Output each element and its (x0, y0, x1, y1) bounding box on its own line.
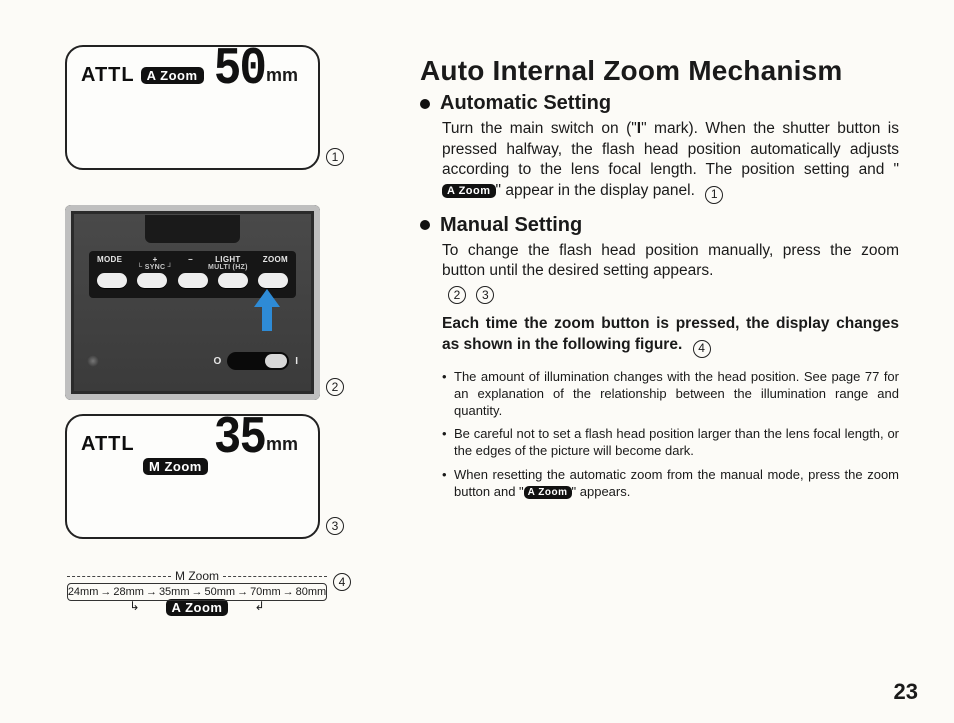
focal-length-value: 50 (214, 39, 265, 99)
arrow-up-icon (252, 287, 282, 333)
figure-ref-1: 1 (326, 148, 344, 166)
m-zoom-badge: M Zoom (143, 458, 208, 475)
plus-label: + (153, 255, 158, 264)
figure-1: ATTL A Zoom 50 mm 1 (55, 45, 390, 170)
mode-label: MODE (97, 255, 122, 271)
page-title: Auto Internal Zoom Mechanism (420, 55, 899, 86)
attl-label: ATTL (81, 64, 135, 87)
notes-list: The amount of illumination changes with … (442, 368, 899, 500)
zd-step: 24mm (68, 586, 99, 598)
display-slot (145, 215, 240, 243)
switch-on-label: I (295, 356, 298, 367)
zoom-sequence-diagram: M Zoom 24mm→ 28mm→ 35mm→ 50mm→ 70mm→ 80m… (67, 565, 327, 616)
ref-4-inline: 4 (693, 340, 711, 358)
bullet-icon (420, 99, 430, 109)
minus-label: − (188, 255, 193, 271)
figure-4: M Zoom 24mm→ 28mm→ 35mm→ 50mm→ 70mm→ 80m… (55, 547, 390, 616)
bullet-icon (420, 220, 430, 230)
figure-ref-2: 2 (326, 378, 344, 396)
plus-button (137, 273, 167, 288)
sync-label: └ SYNC ┘ (137, 264, 173, 271)
ref-3-inline: 3 (476, 286, 494, 304)
flash-device-illustration: MODE + └ SYNC ┘ − LIGHT MULTI (HZ) ZOOM (65, 205, 320, 400)
m-zoom-label: M Zoom (175, 569, 219, 583)
note-item: The amount of illumination changes with … (442, 368, 899, 419)
lcd-panel-a-zoom: ATTL A Zoom 50 mm (65, 45, 320, 170)
screw-icon (87, 355, 99, 367)
switch-off-label: O (213, 356, 221, 367)
zoom-button (258, 273, 288, 288)
figures-column: ATTL A Zoom 50 mm 1 MODE (55, 45, 390, 703)
automatic-setting-heading: Automatic Setting (420, 92, 899, 115)
multi-label: MULTI (HZ) (208, 264, 248, 271)
page-number: 23 (894, 679, 918, 705)
ref-1-inline: 1 (705, 186, 723, 204)
a-zoom-badge: A Zoom (141, 67, 204, 84)
note-item: Be careful not to set a flash head posit… (442, 425, 899, 459)
lcd-panel-m-zoom: ATTL 35 mm M Zoom (65, 414, 320, 539)
manual-setting-heading: Manual Setting (420, 214, 899, 237)
ref-2-inline: 2 (448, 286, 466, 304)
a-zoom-loop-badge: A Zoom (166, 599, 229, 616)
attl-label: ATTL (81, 433, 135, 456)
manual-setting-text-1: To change the flash head position manual… (442, 241, 899, 305)
unit-mm: mm (266, 434, 298, 455)
zd-step: 35mm (159, 586, 190, 598)
zd-step: 28mm (113, 586, 144, 598)
zd-step: 70mm (250, 586, 281, 598)
minus-button (178, 273, 208, 288)
unit-mm: mm (266, 65, 298, 86)
light-button (218, 273, 248, 288)
focal-length-value: 35 (214, 408, 265, 468)
a-zoom-badge-inline: A Zoom (524, 486, 572, 499)
text-column: Auto Internal Zoom Mechanism Automatic S… (420, 45, 899, 703)
a-zoom-badge-inline: A Zoom (442, 184, 496, 199)
light-label: LIGHT (215, 255, 241, 264)
power-slider (227, 352, 289, 370)
zoom-label: ZOOM (263, 255, 288, 271)
mode-button (97, 273, 127, 288)
figure-ref-4: 4 (333, 573, 351, 591)
automatic-setting-text: Turn the main switch on ("I" mark). When… (442, 119, 899, 203)
manual-page: ATTL A Zoom 50 mm 1 MODE (55, 45, 899, 703)
figure-2: MODE + └ SYNC ┘ − LIGHT MULTI (HZ) ZOOM (65, 205, 390, 400)
zd-step: 50mm (205, 586, 236, 598)
note-item: When resetting the automatic zoom from t… (442, 466, 899, 500)
figure-3: ATTL 35 mm M Zoom 3 (55, 414, 390, 539)
figure-ref-3: 3 (326, 517, 344, 535)
manual-setting-text-2: Each time the zoom button is pressed, th… (442, 314, 899, 357)
zd-step: 80mm (296, 586, 327, 598)
